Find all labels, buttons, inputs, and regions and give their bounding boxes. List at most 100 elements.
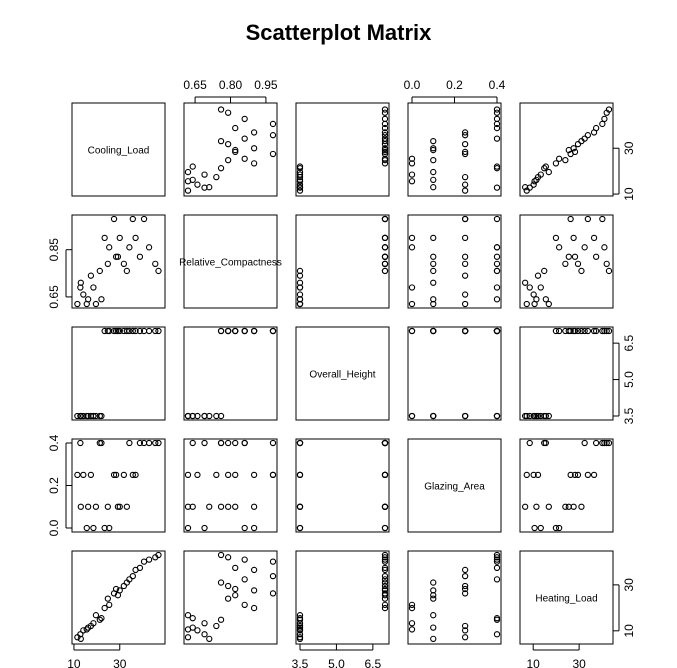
point-glazing-area-vs-heating-load-8 — [537, 524, 544, 532]
point-glazing-area-vs-cooling-load-22 — [120, 471, 128, 479]
panel-heating-load-vs-cooling-load — [71, 550, 166, 645]
point-heating-load-vs-glazing-area-17 — [493, 564, 501, 572]
point-heating-load-vs-glazing-area-23 — [430, 612, 437, 619]
point-overall-height-vs-glazing-area-7 — [461, 412, 469, 420]
point-glazing-area-vs-heating-load-24 — [605, 439, 613, 447]
point-heating-load-vs-overall-height-14 — [381, 558, 389, 565]
point-heating-load-vs-overall-height-18 — [381, 554, 389, 561]
point-glazing-area-vs-relative-compactness-18 — [224, 439, 232, 447]
point-heating-load-vs-overall-height-17 — [381, 564, 389, 572]
point-heating-load-vs-cooling-load-8 — [90, 620, 97, 627]
panel-cooling-load-vs-glazing-area — [407, 102, 502, 197]
point-cooling-load-vs-relative-compactness-5 — [213, 173, 220, 181]
right-tick-label-overall-height-1: 5.0 — [622, 371, 636, 388]
point-glazing-area-vs-heating-load-13 — [590, 471, 598, 479]
panel-relative-compactness-vs-glazing-area — [407, 214, 502, 309]
point-relative-compactness-vs-glazing-area-8 — [408, 284, 416, 291]
point-relative-compactness-vs-heating-load-17 — [592, 253, 600, 260]
point-cooling-load-vs-heating-load-2 — [530, 181, 537, 188]
point-overall-height-vs-relative-compactness-8 — [201, 412, 208, 420]
point-heating-load-vs-relative-compactness-6 — [217, 616, 225, 623]
point-relative-compactness-vs-glazing-area-14 — [493, 215, 501, 223]
point-relative-compactness-vs-heating-load-16 — [555, 244, 563, 251]
point-cooling-load-vs-glazing-area-12 — [493, 135, 501, 142]
point-overall-height-vs-relative-compactness-22 — [224, 327, 232, 335]
point-relative-compactness-vs-heating-load-25 — [565, 253, 572, 260]
point-heating-load-vs-relative-compactness-19 — [250, 587, 258, 594]
point-heating-load-vs-overall-height-20 — [381, 590, 389, 597]
point-glazing-area-vs-cooling-load-3 — [77, 439, 84, 447]
point-heating-load-vs-relative-compactness-5 — [213, 622, 220, 630]
point-glazing-area-vs-overall-height-7 — [296, 471, 304, 479]
point-cooling-load-vs-relative-compactness-21 — [241, 115, 248, 123]
bottom-tick-label-cooling-load-0: 10 — [67, 657, 81, 668]
point-heating-load-vs-relative-compactness-4 — [206, 635, 213, 643]
point-cooling-load-vs-glazing-area-1 — [430, 176, 437, 184]
point-relative-compactness-vs-heating-load-20 — [567, 215, 574, 223]
point-heating-load-vs-cooling-load-6 — [96, 616, 103, 623]
point-relative-compactness-vs-cooling-load-11 — [112, 253, 120, 260]
point-relative-compactness-vs-glazing-area-23 — [430, 300, 437, 308]
point-cooling-load-vs-overall-height-23 — [296, 168, 304, 176]
point-glazing-area-vs-cooling-load-13 — [132, 471, 139, 479]
point-cooling-load-vs-glazing-area-15 — [430, 137, 437, 145]
point-overall-height-vs-cooling-load-21 — [145, 327, 153, 335]
point-cooling-load-vs-glazing-area-2 — [461, 181, 469, 188]
point-relative-compactness-vs-heating-load-9 — [542, 296, 549, 303]
point-glazing-area-vs-overall-height-27 — [381, 524, 389, 532]
point-heating-load-vs-cooling-load-27 — [101, 604, 108, 612]
point-glazing-area-vs-relative-compactness-5 — [213, 471, 220, 479]
point-overall-height-vs-cooling-load-23 — [92, 412, 100, 420]
point-relative-compactness-vs-cooling-load-16 — [106, 244, 113, 251]
point-relative-compactness-vs-glazing-area-2 — [461, 291, 469, 298]
point-glazing-area-vs-heating-load-16 — [555, 524, 563, 532]
point-heating-load-vs-overall-height-27 — [381, 604, 389, 612]
point-heating-load-vs-cooling-load-2 — [80, 627, 87, 634]
point-heating-load-vs-glazing-area-13 — [461, 566, 469, 574]
point-cooling-load-vs-glazing-area-8 — [408, 171, 416, 178]
point-relative-compactness-vs-heating-load-19 — [570, 234, 577, 242]
point-glazing-area-vs-cooling-load-9 — [98, 439, 105, 447]
point-cooling-load-vs-glazing-area-13 — [461, 129, 469, 136]
point-glazing-area-vs-cooling-load-8 — [90, 524, 97, 532]
panel-cooling-load-vs-heating-load — [519, 102, 614, 197]
right-tick-label-heating-load-1: 30 — [622, 578, 636, 592]
point-glazing-area-vs-relative-compactness-17 — [232, 439, 239, 447]
panel-heating-load-vs-overall-height — [295, 550, 390, 645]
point-relative-compactness-vs-glazing-area-15 — [430, 267, 437, 275]
point-heating-load-vs-glazing-area-26 — [461, 572, 469, 580]
point-heating-load-vs-glazing-area-16 — [408, 601, 416, 609]
point-cooling-load-vs-glazing-area-7 — [461, 187, 469, 194]
point-heating-load-vs-glazing-area-1 — [430, 624, 437, 631]
point-glazing-area-vs-overall-height-26 — [381, 471, 389, 479]
point-cooling-load-vs-overall-height-25 — [381, 146, 389, 154]
point-relative-compactness-vs-glazing-area-19 — [430, 234, 437, 242]
point-overall-height-vs-glazing-area-9 — [493, 412, 501, 420]
point-heating-load-vs-relative-compactness-15 — [217, 579, 225, 586]
point-relative-compactness-vs-heating-load-6 — [541, 267, 548, 275]
point-relative-compactness-vs-heating-load-7 — [523, 300, 530, 308]
point-cooling-load-vs-glazing-area-0 — [408, 178, 416, 185]
point-overall-height-vs-heating-load-9 — [542, 412, 549, 420]
point-relative-compactness-vs-cooling-load-27 — [101, 234, 108, 242]
point-cooling-load-vs-glazing-area-22 — [461, 140, 469, 148]
point-glazing-area-vs-heating-load-18 — [603, 439, 610, 447]
panel-overall-height-vs-cooling-load — [71, 326, 166, 421]
point-relative-compactness-vs-heating-load-14 — [599, 215, 606, 223]
point-cooling-load-vs-relative-compactness-2 — [194, 181, 201, 188]
point-glazing-area-vs-cooling-load-24 — [155, 439, 162, 447]
point-relative-compactness-vs-overall-height-27 — [381, 234, 389, 242]
point-heating-load-vs-overall-height-7 — [296, 634, 304, 641]
point-overall-height-vs-heating-load-2 — [530, 412, 537, 420]
panel-relative-compactness-vs-cooling-load — [71, 214, 166, 309]
point-overall-height-vs-cooling-load-22 — [120, 327, 128, 335]
point-heating-load-vs-relative-compactness-25 — [232, 592, 239, 599]
point-cooling-load-vs-relative-compactness-6 — [217, 165, 225, 172]
point-cooling-load-vs-heating-load-17 — [592, 124, 600, 132]
point-relative-compactness-vs-heating-load-15 — [578, 267, 585, 275]
point-relative-compactness-vs-glazing-area-27 — [408, 234, 416, 242]
point-glazing-area-vs-heating-load-22 — [574, 471, 582, 479]
panel-overall-height-vs-heating-load — [519, 326, 614, 421]
point-relative-compactness-vs-overall-height-23 — [296, 300, 304, 308]
point-relative-compactness-vs-overall-height-22 — [381, 260, 389, 268]
